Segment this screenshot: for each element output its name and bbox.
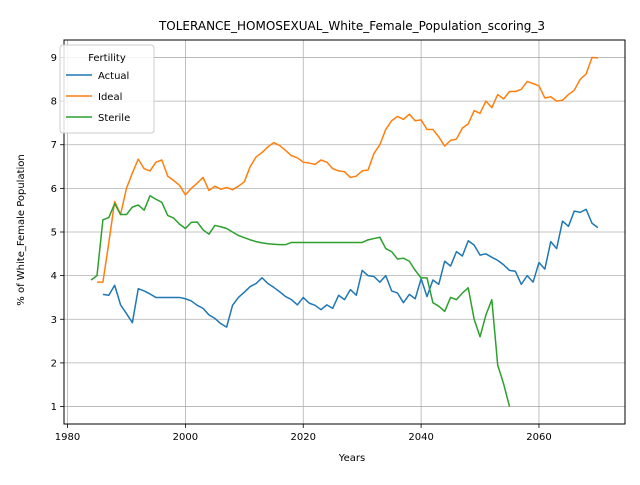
grid (64, 40, 625, 424)
y-tick-label: 8 (51, 97, 57, 108)
y-tick-label: 1 (51, 402, 57, 413)
legend-label-actual: Actual (98, 71, 129, 82)
legend-box (59, 44, 155, 134)
y-tick-label: 6 (51, 184, 57, 195)
legend: Fertility Actual Ideal Sterile (59, 44, 155, 134)
series-line-sterile (90, 195, 511, 407)
series-line-ideal (97, 56, 598, 283)
y-tick-label: 9 (51, 53, 57, 64)
x-axis-label: Years (338, 453, 365, 464)
legend-label-sterile: Sterile (98, 113, 130, 124)
x-tick-label: 1980 (55, 432, 80, 443)
legend-title: Fertility (88, 53, 126, 64)
legend-label-ideal: Ideal (98, 92, 122, 103)
x-tick-label: 2020 (291, 432, 316, 443)
series-lines (90, 56, 599, 407)
x-tick-label: 2040 (408, 432, 433, 443)
y-tick-label: 2 (51, 358, 57, 369)
x-tick-label: 2000 (173, 432, 198, 443)
x-tick-label: 2060 (526, 432, 551, 443)
series-line-actual (102, 208, 599, 328)
y-tick-label: 4 (51, 271, 57, 282)
y-tick-label: 7 (51, 140, 57, 151)
y-axis-label: % of White_Female Population (16, 154, 27, 305)
chart-title: TOLERANCE_HOMOSEXUAL_White_Female_Popula… (158, 19, 545, 33)
y-tick-label: 5 (51, 228, 57, 239)
y-tick-label: 3 (51, 315, 57, 326)
